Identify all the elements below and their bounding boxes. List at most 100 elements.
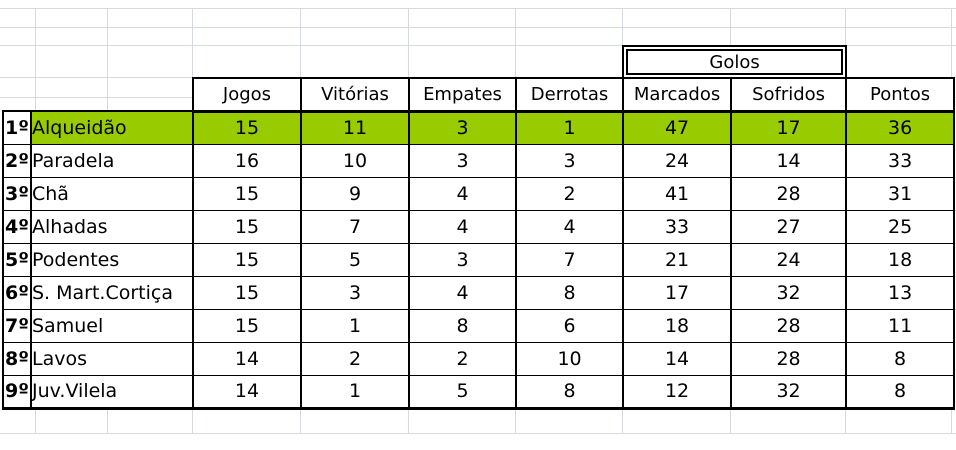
stat-cell[interactable]: 5 <box>408 374 517 410</box>
rank-cell[interactable]: 6º <box>2 275 32 310</box>
stat-cell[interactable]: 33 <box>845 143 956 178</box>
rank-cell[interactable]: 9º <box>2 374 32 410</box>
club-cell[interactable]: Alqueidão <box>30 110 194 145</box>
stat-cell[interactable]: 12 <box>622 374 733 410</box>
club-cell[interactable]: Paradela <box>30 143 194 178</box>
stat-cell[interactable]: 7 <box>514 242 625 277</box>
stat-cell[interactable]: 11 <box>300 110 410 145</box>
stat-cell[interactable]: 17 <box>622 275 733 310</box>
club-cell[interactable]: Alhadas <box>30 209 194 244</box>
rank-cell[interactable]: 4º <box>2 209 32 244</box>
stat-cell[interactable]: 47 <box>622 110 733 145</box>
stat-cell[interactable]: 8 <box>845 374 956 410</box>
stat-cell[interactable]: 10 <box>300 143 410 178</box>
stat-cell[interactable]: 8 <box>845 341 956 376</box>
rank-cell[interactable]: 8º <box>2 341 32 376</box>
gridline <box>0 8 956 9</box>
stat-cell[interactable]: 13 <box>845 275 956 310</box>
stat-cell[interactable]: 15 <box>192 308 302 343</box>
gridline <box>0 27 956 28</box>
stat-cell[interactable]: 16 <box>192 143 302 178</box>
stat-cell[interactable]: 24 <box>622 143 733 178</box>
stat-cell[interactable]: 21 <box>622 242 733 277</box>
stat-cell[interactable]: 15 <box>192 242 302 277</box>
stat-cell[interactable]: 33 <box>622 209 733 244</box>
stat-cell[interactable]: 4 <box>408 209 517 244</box>
league-table: Golos Jogos Vitórias Empates Derrotas Ma… <box>2 45 956 410</box>
rank-cell[interactable]: 7º <box>2 308 32 343</box>
stat-cell[interactable]: 3 <box>408 110 517 145</box>
club-cell[interactable]: Lavos <box>30 341 194 376</box>
golos-group-header-box: Golos <box>626 49 844 75</box>
stat-cell[interactable]: 8 <box>514 374 625 410</box>
rank-cell[interactable]: 3º <box>2 176 32 211</box>
stat-cell[interactable]: 28 <box>730 176 848 211</box>
stat-cell[interactable]: 17 <box>730 110 848 145</box>
stat-cell[interactable]: 3 <box>408 143 517 178</box>
table-row: 9º Juv.Vilela 14 1 5 8 12 32 8 <box>2 374 956 410</box>
column-header-pontos[interactable]: Pontos <box>845 77 956 113</box>
empty-header-cell <box>3 78 193 112</box>
table-row: 7º Samuel 15 1 8 6 18 28 11 <box>2 308 956 343</box>
stat-cell[interactable]: 2 <box>408 341 517 376</box>
stat-cell[interactable]: 32 <box>730 275 848 310</box>
stat-cell[interactable]: 28 <box>730 341 848 376</box>
stat-cell[interactable]: 10 <box>514 341 625 376</box>
stat-cell[interactable]: 3 <box>408 242 517 277</box>
column-header-sofridos[interactable]: Sofridos <box>730 77 848 113</box>
rank-cell[interactable]: 5º <box>2 242 32 277</box>
stat-cell[interactable]: 4 <box>514 209 625 244</box>
stat-cell[interactable]: 1 <box>514 110 625 145</box>
stat-cell[interactable]: 32 <box>730 374 848 410</box>
stat-cell[interactable]: 25 <box>845 209 956 244</box>
stat-cell[interactable]: 3 <box>300 275 410 310</box>
stat-cell[interactable]: 41 <box>622 176 733 211</box>
club-cell[interactable]: Podentes <box>30 242 194 277</box>
stat-cell[interactable]: 7 <box>300 209 410 244</box>
stat-cell[interactable]: 9 <box>300 176 410 211</box>
column-header-vitorias[interactable]: Vitórias <box>300 77 410 113</box>
table-row: 5º Podentes 15 5 3 7 21 24 18 <box>2 242 956 277</box>
stat-cell[interactable]: 27 <box>730 209 848 244</box>
stat-cell[interactable]: 5 <box>300 242 410 277</box>
club-cell[interactable]: S. Mart.Cortiça <box>30 275 194 310</box>
club-cell[interactable]: Samuel <box>30 308 194 343</box>
column-header-empates[interactable]: Empates <box>408 77 517 113</box>
stat-cell[interactable]: 36 <box>845 110 956 145</box>
stat-cell[interactable]: 4 <box>408 275 517 310</box>
stat-cell[interactable]: 15 <box>192 176 302 211</box>
stat-cell[interactable]: 6 <box>514 308 625 343</box>
stat-cell[interactable]: 15 <box>192 110 302 145</box>
table-row: 3º Chã 15 9 4 2 41 28 31 <box>2 176 956 211</box>
stat-cell[interactable]: 3 <box>514 143 625 178</box>
club-cell[interactable]: Chã <box>30 176 194 211</box>
stat-cell[interactable]: 4 <box>408 176 517 211</box>
stat-cell[interactable]: 14 <box>622 341 733 376</box>
stat-cell[interactable]: 14 <box>192 374 302 410</box>
stat-cell[interactable]: 18 <box>622 308 733 343</box>
stat-cell[interactable]: 2 <box>300 341 410 376</box>
stat-cell[interactable]: 8 <box>514 275 625 310</box>
stat-cell[interactable]: 28 <box>730 308 848 343</box>
stat-cell[interactable]: 31 <box>845 176 956 211</box>
stat-cell[interactable]: 15 <box>192 275 302 310</box>
column-header-jogos[interactable]: Jogos <box>192 77 302 113</box>
stat-cell[interactable]: 15 <box>192 209 302 244</box>
column-header-derrotas[interactable]: Derrotas <box>514 77 625 113</box>
stat-cell[interactable]: 11 <box>845 308 956 343</box>
stat-cell[interactable]: 8 <box>408 308 517 343</box>
stat-cell[interactable]: 14 <box>192 341 302 376</box>
gridline <box>0 433 956 434</box>
club-cell[interactable]: Juv.Vilela <box>30 374 194 410</box>
stat-cell[interactable]: 14 <box>730 143 848 178</box>
rank-cell[interactable]: 2º <box>2 143 32 178</box>
stat-cell[interactable]: 2 <box>514 176 625 211</box>
rank-cell[interactable]: 1º <box>2 110 32 145</box>
empty-cell <box>846 46 954 78</box>
golos-group-header-cell[interactable]: Golos <box>622 45 848 79</box>
column-header-marcados[interactable]: Marcados <box>622 77 733 113</box>
stat-cell[interactable]: 24 <box>730 242 848 277</box>
stat-cell[interactable]: 1 <box>300 308 410 343</box>
stat-cell[interactable]: 18 <box>845 242 956 277</box>
stat-cell[interactable]: 1 <box>300 374 410 410</box>
